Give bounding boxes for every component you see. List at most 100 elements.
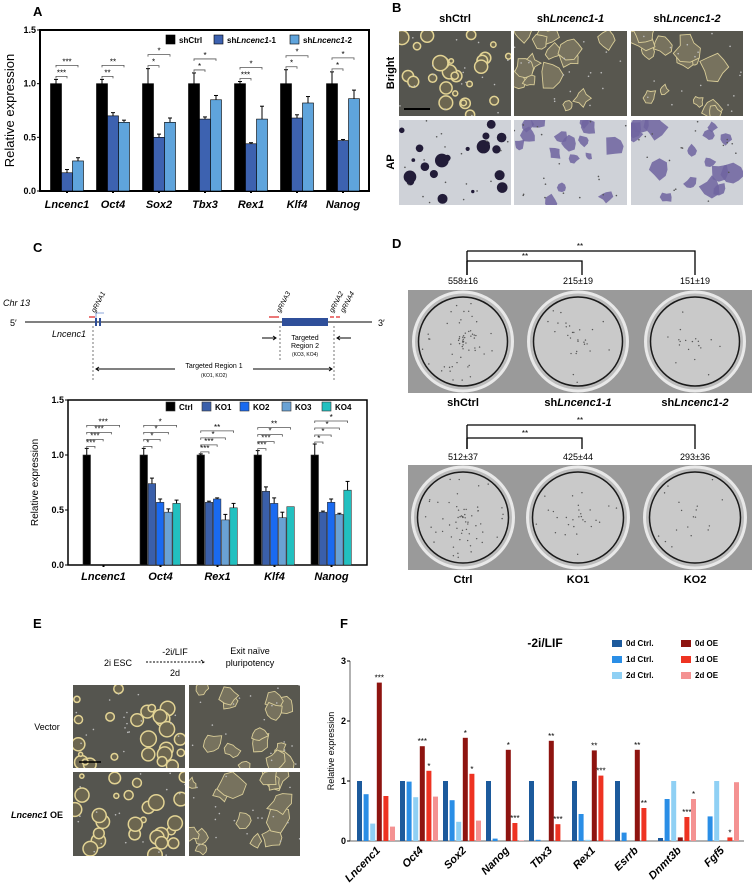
debris [215,836,217,839]
debris [619,60,622,62]
bar-1d-oe-fgf5 [727,837,733,841]
panel-label-e: E [33,616,42,631]
column-header-prefix: sh [653,13,666,25]
bar-1d-oe-tbx3 [555,824,561,841]
bar-2d-oe-sox2 [476,820,481,841]
exon [99,318,101,326]
row-label-oe: Lncenc1 OE [11,810,63,820]
colony [73,714,84,725]
colony [457,509,460,511]
brightfield-image [399,31,511,116]
colony [167,837,180,850]
colony [429,169,438,179]
row-label-bright: Bright [385,56,397,89]
legend-entry: 2d OE [695,671,719,680]
debris [298,837,300,840]
significance-bracket [466,437,583,449]
y-tick-label: 1.5 [51,395,64,405]
panel-label-d: D [392,236,401,251]
bar-1d-ctrl--sox2 [449,800,455,841]
colony [502,513,504,516]
debris [407,183,410,186]
bar-shctrl-tbx3 [188,83,200,192]
colony-count: 425±44 [563,452,593,462]
colony [571,331,574,334]
debris [261,817,263,819]
colony [480,523,482,525]
colony [708,525,711,527]
colony [492,145,501,154]
debris [440,132,443,135]
debris [583,40,585,43]
bar-0d-oe-dnmt3b [677,837,683,841]
debris [514,46,516,49]
column-header-plain: Ctrl [452,13,471,25]
debris [283,741,285,743]
colony [127,816,144,832]
legend-entry-italic: Lncenc1 [236,36,269,45]
colony [465,508,467,511]
colony [567,334,569,337]
debris [602,193,605,196]
colony [615,507,618,509]
bar-1d-oe-lncenc1 [383,796,389,841]
well-label: Ctrl [454,574,473,586]
legend-entry: shCtrl [179,36,202,45]
bar-ctrl-rex1 [196,454,205,566]
colony [473,337,476,339]
x-tick [216,565,219,567]
colony [719,345,721,348]
debris [158,851,160,853]
colony [589,509,591,511]
colony [696,505,698,507]
significance-mark: ** [271,420,277,429]
colony [467,523,469,525]
significance-bracket [314,427,340,430]
gene-label: Lncenc1 [52,329,86,339]
debris [697,51,699,54]
significance-bracket [143,425,177,428]
significance-bracket [86,439,104,442]
significance-bracket [101,64,125,68]
row-label-vector: Vector [34,722,60,732]
colony [683,176,697,188]
colony [465,146,470,151]
colony [411,158,416,162]
well-label-prefix: sh [661,397,674,409]
debris [123,750,125,753]
legend-entry: KO4 [335,403,352,412]
debris [170,722,172,725]
colony [82,840,99,856]
debris [444,181,447,184]
bar-1d-ctrl--esrrb [621,832,627,841]
well-label-prefix: sh [544,397,557,409]
significance-mark: ** [104,68,110,77]
colony [565,326,567,328]
debris [471,114,473,116]
debris [425,120,428,122]
debris [428,201,431,204]
colony [496,182,508,193]
colony [478,346,481,348]
colony [671,546,673,548]
duration-label: 2d [170,668,180,678]
bar-0d-oe-oct4 [419,746,425,841]
colony [586,343,588,345]
colony [698,344,700,347]
colony [475,334,477,337]
colony [687,143,697,157]
colony [672,33,701,63]
colony [694,358,696,361]
colony [459,99,468,107]
legend-entry: 0d OE [695,639,719,648]
colony [451,366,453,368]
colony [576,553,579,556]
debris [93,850,96,853]
debris [463,67,466,69]
bar-ko4-klf4 [286,506,295,566]
significance-mark: ** [110,57,116,66]
colony [678,501,680,504]
debris [263,718,266,721]
